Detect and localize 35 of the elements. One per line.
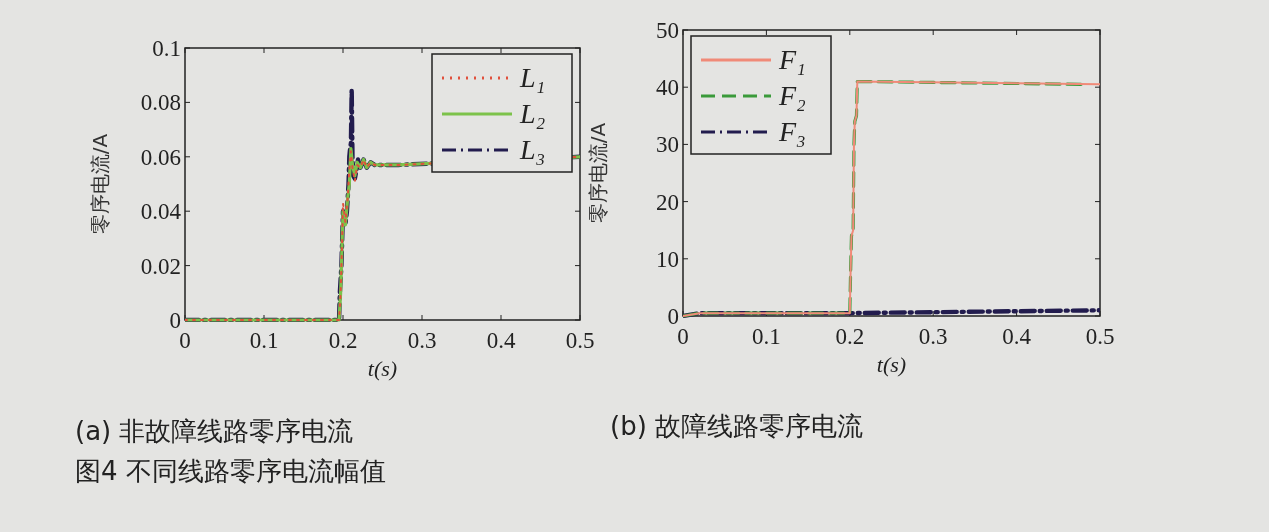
y-tick-label: 50 [656, 18, 679, 43]
x-tick-label: 0.1 [752, 324, 781, 349]
y-tick-label: 0.1 [152, 36, 181, 61]
x-tick-label: 0.5 [1085, 324, 1115, 349]
y-tick-label: 20 [656, 189, 679, 215]
text: (b) 故障线路零序电流 [610, 411, 864, 441]
y-tick-label: 0.08 [140, 90, 181, 116]
x-tick-label: 0.2 [328, 328, 358, 353]
x-tick-label: 0.4 [486, 328, 516, 353]
legend-label: F₂ [778, 80, 807, 111]
y-tick-label: 0 [667, 304, 679, 329]
legend-label: L₂ [519, 98, 546, 129]
x-tick-label: 0.2 [835, 324, 865, 349]
y-tick-label: 40 [656, 75, 679, 101]
y-axis-title: 零序电流/A [88, 133, 112, 235]
legend-label: F₃ [778, 116, 806, 147]
x-axis-title: t(s) [367, 356, 398, 381]
x-tick-label: 0.4 [1002, 324, 1032, 349]
text: (a) 非故障线路零序电流 [75, 416, 354, 446]
legend-label: L₃ [519, 134, 546, 165]
y-tick-label: 0.02 [140, 253, 181, 279]
legend-label: F₁ [778, 44, 806, 75]
x-tick-label: 0.1 [249, 328, 279, 353]
y-tick-label: 30 [656, 132, 679, 158]
y-tick-label: 0.04 [140, 199, 182, 225]
legend-label: L₁ [519, 62, 546, 93]
x-tick-label: 0.3 [407, 328, 437, 353]
x-tick-label: 0.5 [565, 328, 595, 353]
y-tick-label: 0 [169, 308, 181, 333]
y-tick-label: 0.06 [140, 144, 181, 170]
y-tick-label: 10 [656, 246, 679, 272]
y-axis-title: 零序电流/A [586, 122, 610, 224]
x-tick-label: 0.3 [918, 324, 948, 349]
caption: 图4 不同线路零序电流幅值 [75, 456, 386, 486]
x-axis-title: t(s) [876, 352, 907, 377]
